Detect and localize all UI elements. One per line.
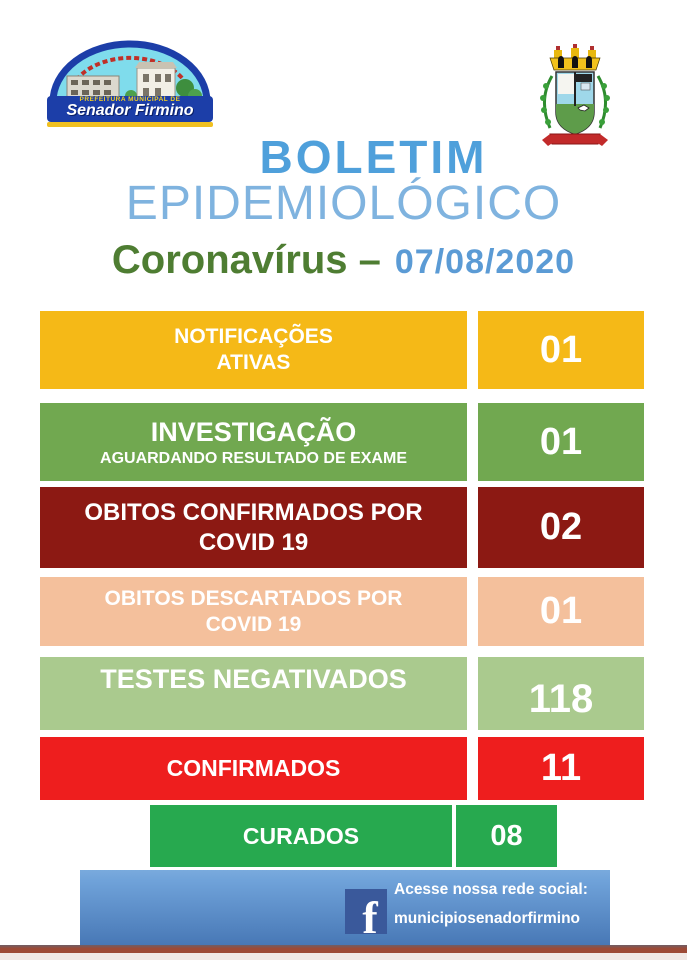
stat-label-box: CURADOS bbox=[150, 805, 452, 867]
stat-row-investigacao: INVESTIGAÇÃO AGUARDANDO RESULTADO DE EXA… bbox=[40, 403, 647, 481]
stat-value: 01 bbox=[539, 420, 583, 463]
stat-value: 01 bbox=[539, 590, 583, 632]
bulletin-title: BOLETIM bbox=[259, 131, 488, 183]
coat-of-arms bbox=[536, 42, 614, 150]
social-call-to-action: Acesse nossa rede social: bbox=[394, 881, 588, 898]
logo-banner bbox=[47, 96, 213, 127]
stat-label-line2: COVID 19 bbox=[205, 612, 302, 636]
coat-of-arms-graphic bbox=[540, 44, 610, 146]
shield bbox=[555, 71, 595, 135]
stat-value-box: 08 bbox=[456, 805, 557, 867]
stat-label-box: INVESTIGAÇÃO AGUARDANDO RESULTADO DE EXA… bbox=[40, 403, 467, 481]
city-hall-logo-graphic bbox=[47, 40, 213, 127]
stat-label-line2: AGUARDANDO RESULTADO DE EXAME bbox=[100, 449, 407, 467]
bottom-accent-band bbox=[0, 945, 687, 953]
facebook-f-glyph: f bbox=[362, 892, 378, 935]
stat-label-box: OBITOS DESCARTADOS POR COVID 19 bbox=[40, 577, 467, 646]
stat-label-box: OBITOS CONFIRMADOS POR COVID 19 bbox=[40, 487, 467, 568]
stat-row-confirmados: CONFIRMADOS 11 bbox=[40, 737, 647, 800]
stat-value-box: 01 bbox=[478, 403, 644, 481]
stat-value-box: 01 bbox=[478, 311, 644, 389]
stat-label: OBITOS CONFIRMADOS POR bbox=[84, 499, 423, 527]
stat-value-box: 11 bbox=[478, 737, 644, 800]
stat-row-curados: CURADOS 08 bbox=[150, 805, 560, 867]
stat-value: 01 bbox=[539, 328, 583, 371]
stat-row-obitos-descartados: OBITOS DESCARTADOS POR COVID 19 01 bbox=[40, 577, 647, 646]
stat-label: OBITOS DESCARTADOS POR bbox=[104, 586, 403, 610]
stat-row-testes-negativados: TESTES NEGATIVADOS 118 bbox=[40, 657, 647, 730]
facebook-icon[interactable]: f bbox=[345, 889, 387, 934]
city-hall-logo: PREFEITURA MUNICIPAL DE Senador Firmino bbox=[45, 38, 215, 130]
stat-label: CONFIRMADOS bbox=[166, 755, 341, 782]
stat-row-notificacoes-ativas: NOTIFICAÇÕES ATIVAS 01 bbox=[40, 311, 647, 389]
logo-org-name: Senador Firmino bbox=[66, 102, 194, 119]
stat-label: NOTIFICAÇÕES bbox=[174, 325, 333, 349]
stat-value: 11 bbox=[540, 747, 582, 789]
coronavirus-label: Coronavírus – bbox=[111, 238, 381, 282]
laurel-branches bbox=[540, 75, 610, 129]
social-text-block: Acesse nossa rede social: municipiosenad… bbox=[394, 881, 588, 928]
stat-value-box: 01 bbox=[478, 577, 644, 646]
logo-org-type: PREFEITURA MUNICIPAL DE bbox=[79, 96, 181, 103]
stat-value-box: 02 bbox=[478, 487, 644, 568]
stat-label-line2: ATIVAS bbox=[216, 351, 291, 374]
stat-value: 02 bbox=[539, 506, 583, 548]
mural-crown bbox=[549, 44, 601, 71]
bulletin-date: 07/08/2020 bbox=[394, 243, 576, 281]
social-footer-bar: f Acesse nossa rede social: municipiosen… bbox=[80, 870, 610, 945]
stat-label-box: NOTIFICAÇÕES ATIVAS bbox=[40, 311, 467, 389]
social-handle[interactable]: municipiosenadorfirmino bbox=[394, 910, 581, 927]
stat-label-line2: COVID 19 bbox=[198, 528, 309, 556]
stat-value: 08 bbox=[490, 819, 523, 852]
stat-label-box: CONFIRMADOS bbox=[40, 737, 467, 800]
stat-row-obitos-confirmados: OBITOS CONFIRMADOS POR COVID 19 02 bbox=[40, 487, 647, 568]
bulletin-subtitle-title: EPIDEMIOLÓGICO bbox=[125, 177, 562, 230]
ribbon bbox=[542, 133, 608, 146]
stat-value: 118 bbox=[528, 677, 594, 721]
stat-label-box: TESTES NEGATIVADOS bbox=[40, 657, 467, 730]
stat-label: CURADOS bbox=[242, 822, 360, 849]
stat-value-box: 118 bbox=[478, 657, 644, 730]
stat-label: TESTES NEGATIVADOS bbox=[100, 664, 407, 694]
bottom-light-strip bbox=[0, 953, 687, 960]
subtitle-row: Coronavírus – 07/08/2020 bbox=[0, 238, 687, 283]
stat-label: INVESTIGAÇÃO bbox=[150, 416, 357, 447]
